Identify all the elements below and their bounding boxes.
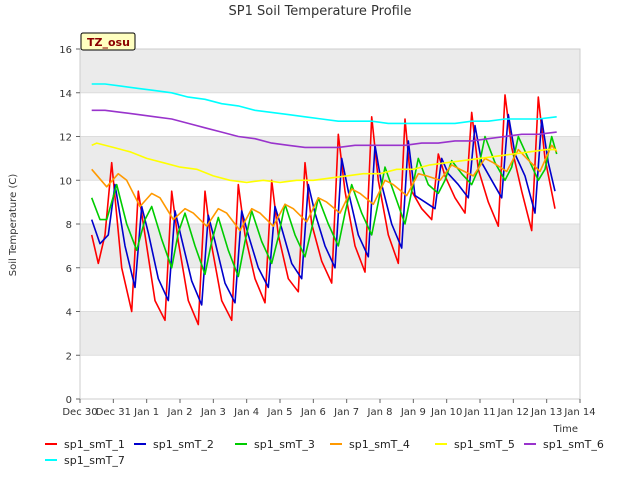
y-tick-label: 2 [66, 351, 72, 362]
legend-item-sp1_smT_2: sp1_smT_2 [134, 438, 214, 451]
legend-label: sp1_smT_7 [64, 454, 125, 467]
legend-item-sp1_smT_3: sp1_smT_3 [235, 438, 315, 451]
y-tick-label: 8 [66, 220, 72, 231]
x-tick-label: Jan 6 [300, 407, 326, 418]
x-tick-label: Dec 31 [96, 407, 131, 418]
y-tick-label: 16 [59, 45, 72, 56]
legend-item-sp1_smT_5: sp1_smT_5 [435, 438, 515, 451]
x-tick-label: Jan 12 [497, 407, 529, 418]
series-line-sp1_smT_1 [90, 94, 556, 326]
y-tick-label: 4 [66, 308, 72, 319]
legend-label: sp1_smT_3 [254, 438, 315, 451]
x-tick-label: Jan 3 [200, 407, 226, 418]
legend-item-sp1_smT_7: sp1_smT_7 [45, 454, 125, 467]
x-tick-label: Jan 14 [563, 407, 595, 418]
legend-item-sp1_smT_1: sp1_smT_1 [45, 438, 125, 451]
legend-label: sp1_smT_5 [454, 438, 515, 451]
y-axis-label: Soil Temperature (C) [8, 174, 19, 277]
grid-band [80, 136, 580, 181]
legend-item-sp1_smT_4: sp1_smT_4 [330, 438, 410, 451]
series-line-sp1_smT_3 [90, 135, 558, 278]
legend-label: sp1_smT_4 [349, 438, 410, 451]
x-tick-label: Jan 4 [233, 407, 259, 418]
series-line-sp1_smT_5 [91, 142, 557, 184]
plot-area [79, 48, 581, 400]
y-tick-label: 14 [59, 89, 72, 100]
x-axis-label: Time [553, 424, 578, 435]
x-tick-label: Jan 11 [463, 407, 495, 418]
tz-annotation-text: TZ_osu [87, 36, 130, 49]
legend-label: sp1_smT_1 [64, 438, 125, 451]
grid-band [80, 311, 580, 356]
grid-band [80, 49, 580, 93]
legend-item-sp1_smT_6: sp1_smT_6 [524, 438, 604, 451]
y-tick-label: 6 [66, 264, 72, 275]
series-line-sp1_smT_7 [91, 83, 557, 125]
y-tick-label: 0 [66, 395, 72, 406]
x-tick-label: Dec 30 [62, 407, 97, 418]
series-line-sp1_smT_6 [91, 109, 557, 149]
series-line-sp1_smT_2 [90, 113, 556, 306]
x-tick-label: Jan 10 [430, 407, 462, 418]
tz-annotation: TZ_osu [80, 32, 136, 51]
y-tick-label: 10 [59, 176, 72, 187]
x-tick-label: Jan 7 [333, 407, 359, 418]
x-tick-label: Jan 1 [133, 407, 159, 418]
x-tick-label: Jan 5 [267, 407, 293, 418]
legend-label: sp1_smT_6 [543, 438, 604, 451]
x-tick-label: Jan 2 [167, 407, 193, 418]
legend-label: sp1_smT_2 [153, 438, 214, 451]
legend: sp1_smT_1 sp1_smT_2 sp1_smT_3 sp1_smT_4 sp1_… [45, 438, 604, 467]
y-tick-label: 12 [59, 133, 72, 144]
x-tick-label: Jan 9 [400, 407, 426, 418]
x-tick-label: Jan 13 [530, 407, 562, 418]
x-tick-label: Jan 8 [367, 407, 393, 418]
y-axis: 0 2 4 6 8 10 12 14 16 [59, 45, 80, 406]
chart-title: SP1 Soil Temperature Profile [229, 4, 412, 19]
tz-annotation-box [80, 32, 136, 51]
